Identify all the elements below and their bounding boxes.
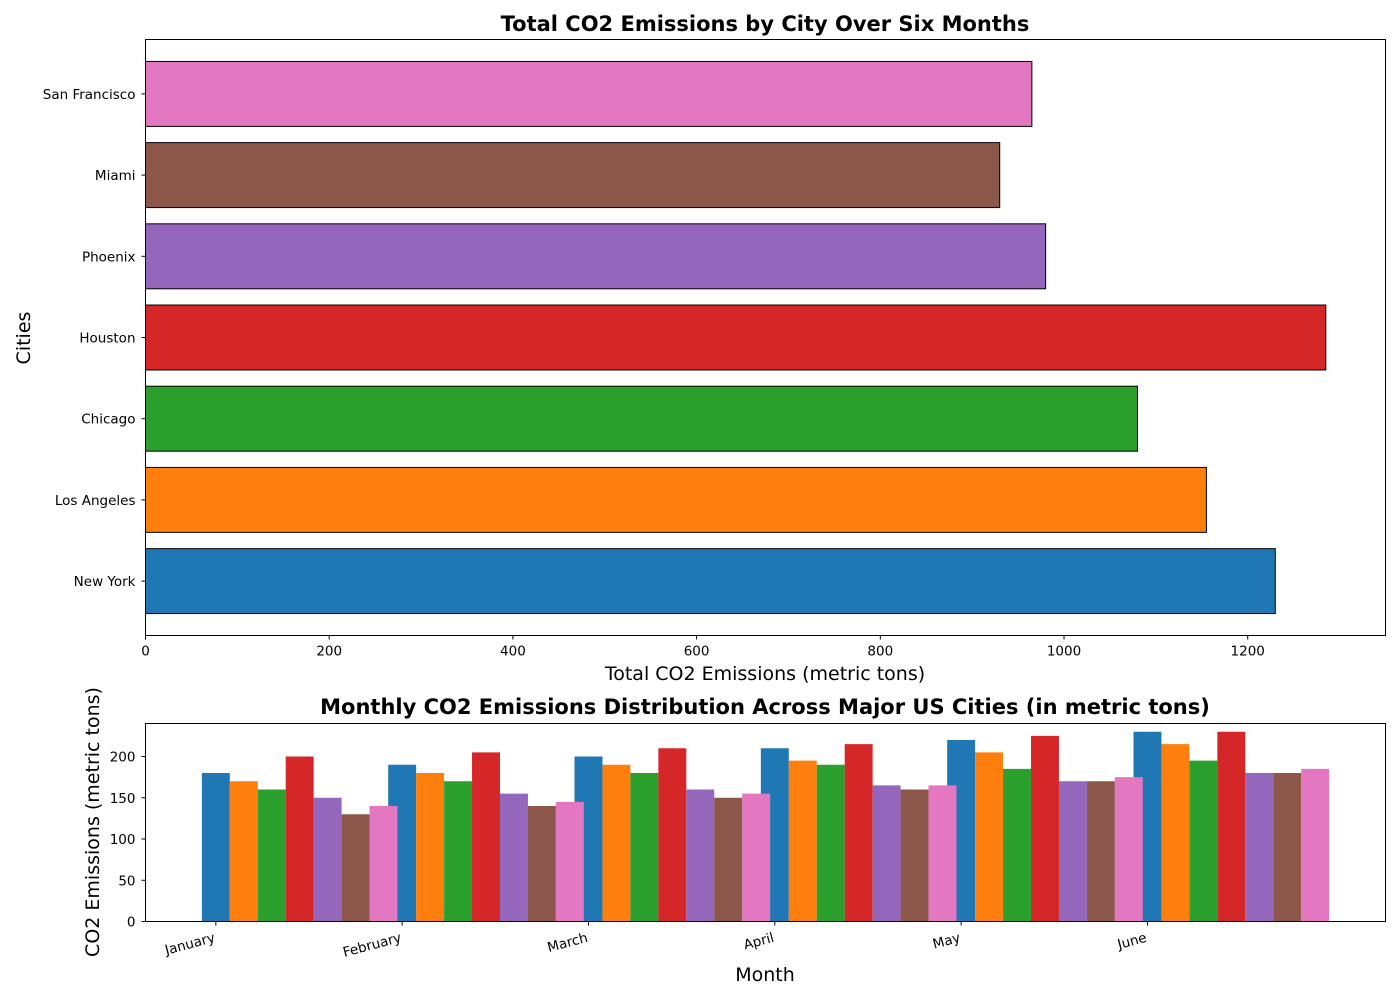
chart-2-bars — [201, 731, 1330, 922]
bar-miami — [145, 142, 1001, 209]
bar-april-s7 — [928, 785, 957, 922]
bar-san-francisco — [145, 60, 1033, 127]
bar-april-s5 — [872, 785, 901, 922]
bar-new-york — [145, 548, 1276, 615]
y-tick-label: New York — [74, 574, 136, 590]
bar-january-s5 — [313, 797, 342, 922]
y-tick-label: Los Angeles — [55, 493, 136, 509]
bar-may-s7 — [1114, 777, 1143, 922]
bar-january-s6 — [341, 814, 370, 922]
bar-january-s7 — [369, 806, 398, 922]
bar-chicago — [145, 385, 1138, 452]
y-tick-label: Houston — [79, 331, 135, 347]
y-tick-label: San Francisco — [43, 87, 136, 103]
x-tick-label: May — [931, 930, 962, 953]
bar-february-s5 — [499, 793, 528, 922]
bar-january-s4 — [285, 756, 314, 922]
bar-june-s3 — [1189, 760, 1218, 922]
bar-march-s3 — [630, 773, 659, 922]
bar-march-s5 — [686, 789, 715, 922]
chart-2-plot-frame — [145, 723, 1386, 922]
bar-january-s3 — [257, 789, 286, 922]
chart-2-x-axis-label: Month — [735, 964, 795, 986]
chart-2-y-axis-label: CO2 Emissions (metric tons) — [82, 687, 104, 957]
bar-april-s2 — [788, 760, 817, 922]
y-tick-label: Phoenix — [82, 249, 136, 265]
x-tick-label: April — [742, 930, 776, 953]
chart-1-x-ticks: 0 200 400 600 800 1000 1200 — [141, 635, 1265, 660]
x-tick-label: February — [341, 930, 403, 961]
y-tick-label: 50 — [118, 873, 135, 889]
chart-1-y-ticks: New York Los Angeles Chicago Houston Phoenix… — [43, 87, 146, 590]
x-tick-label: January — [162, 930, 217, 959]
bar-march-s6 — [714, 797, 743, 922]
bar-june-s7 — [1301, 768, 1330, 922]
bar-may-s2 — [975, 752, 1004, 922]
bar-january-s1 — [201, 773, 230, 922]
y-tick-label: 150 — [110, 791, 136, 807]
bar-february-s4 — [472, 752, 500, 922]
x-tick-label: 1000 — [1047, 644, 1081, 660]
bar-february-s6 — [527, 806, 556, 922]
bar-houston — [145, 304, 1327, 371]
y-tick-label: Chicago — [81, 412, 135, 428]
bar-may-s5 — [1058, 781, 1087, 922]
x-tick-label: June — [1115, 930, 1149, 953]
chart-2-grouped-bar: Monthly CO2 Emissions Distribution Acros… — [82, 687, 1386, 986]
bar-march-s2 — [602, 764, 631, 922]
x-tick-label: 1200 — [1231, 644, 1265, 660]
bar-april-s6 — [900, 789, 929, 922]
chart-1-bars — [145, 60, 1327, 615]
bar-june-s5 — [1245, 773, 1274, 922]
bar-may-s6 — [1086, 781, 1115, 922]
bar-february-s7 — [555, 801, 584, 922]
y-tick-label: 0 — [127, 915, 136, 931]
x-tick-label: 600 — [684, 644, 710, 660]
x-tick-label: 400 — [500, 644, 526, 660]
bar-april-s3 — [816, 764, 845, 922]
chart-1-x-axis-label: Total CO2 Emissions (metric tons) — [604, 663, 925, 685]
y-tick-label: 200 — [110, 750, 136, 766]
y-tick-label: Miami — [95, 168, 136, 184]
bar-may-s3 — [1003, 768, 1032, 922]
chart-1-title: Total CO2 Emissions by City Over Six Mon… — [501, 12, 1030, 36]
bar-february-s3 — [444, 781, 473, 922]
x-tick-label: 0 — [141, 644, 150, 660]
bar-may-s4 — [1031, 735, 1059, 922]
chart-2-x-ticks: January February March April May June — [162, 921, 1149, 961]
bar-february-s2 — [416, 773, 445, 922]
chart-1-horizontal-bar: Total CO2 Emissions by City Over Six Mon… — [13, 12, 1386, 685]
bar-june-s4 — [1217, 731, 1246, 922]
x-tick-label: March — [546, 930, 590, 956]
bar-march-s7 — [742, 793, 771, 922]
x-tick-label: 800 — [867, 644, 893, 660]
x-tick-label: 200 — [316, 644, 342, 660]
bar-april-s4 — [844, 744, 873, 922]
chart-2-y-ticks: 0 50 100 150 200 — [110, 750, 146, 931]
y-tick-label: 100 — [110, 832, 136, 848]
bar-june-s6 — [1273, 773, 1302, 922]
bar-los-angeles — [145, 466, 1207, 533]
bar-january-s2 — [229, 781, 258, 922]
bar-march-s4 — [658, 748, 687, 922]
bar-phoenix — [145, 223, 1047, 290]
bar-june-s2 — [1161, 744, 1190, 922]
chart-1-y-axis-label: Cities — [13, 312, 35, 365]
chart-2-title: Monthly CO2 Emissions Distribution Acros… — [320, 695, 1210, 719]
